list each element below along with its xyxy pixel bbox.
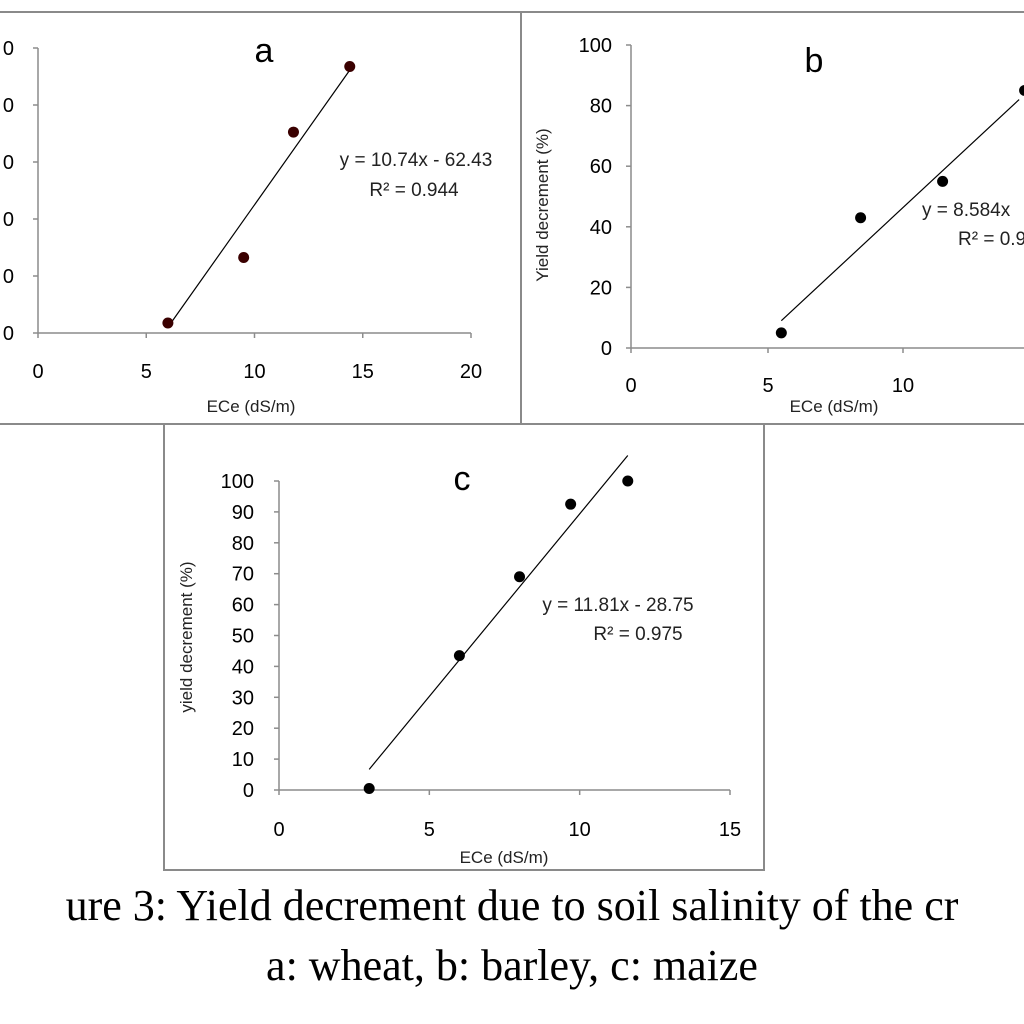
- x-tick-label: 0: [32, 361, 43, 383]
- chart-frame: [163, 423, 765, 871]
- y-tick-label: 50: [232, 626, 254, 648]
- x-axis-title: ECe (dS/m): [207, 397, 296, 416]
- y-tick-label: 60: [590, 156, 612, 178]
- data-point: [622, 475, 634, 487]
- r-squared-label: R² = 0.975: [593, 624, 682, 645]
- data-point: [238, 251, 250, 263]
- x-tick-label: 20: [460, 361, 482, 383]
- x-tick-label: 0: [625, 375, 636, 397]
- x-axis-title: ECe (dS/m): [790, 397, 879, 416]
- y-tick-label: 0: [601, 338, 612, 360]
- y-tick-label: 20: [232, 718, 254, 740]
- y-tick-label: 0: [3, 95, 14, 117]
- trendline: [167, 69, 351, 328]
- y-tick-label: 0: [3, 266, 14, 288]
- y-tick-label: 0: [3, 209, 14, 231]
- x-tick-label: 10: [569, 819, 591, 841]
- x-tick-label: 10: [243, 361, 265, 383]
- r-squared-label: R² = 0.9: [958, 229, 1024, 250]
- data-point: [855, 212, 867, 224]
- y-tick-label: 10: [232, 749, 254, 771]
- data-point: [453, 650, 465, 662]
- chart-frame: [520, 11, 1024, 425]
- data-point: [937, 175, 949, 187]
- data-point: [514, 571, 526, 583]
- trendline-equation: y = 8.584x: [922, 200, 1011, 221]
- r-squared-label: R² = 0.944: [369, 180, 459, 201]
- x-tick-label: 15: [719, 819, 741, 841]
- trendline-equation: y = 10.74x - 62.43: [340, 150, 493, 171]
- trendline-equation: y = 11.81x - 28.75: [542, 595, 693, 616]
- data-point: [565, 498, 577, 510]
- y-tick-label: 70: [232, 564, 254, 586]
- y-tick-label: 40: [590, 217, 612, 239]
- figure-caption-line-2: a: wheat, b: barley, c: maize: [266, 941, 758, 990]
- y-tick-label: 20: [590, 277, 612, 299]
- x-tick-label: 5: [141, 361, 152, 383]
- y-tick-label: 40: [232, 656, 254, 678]
- y-tick-label: 0: [3, 38, 14, 60]
- x-tick-label: 5: [424, 819, 435, 841]
- y-tick-label: 100: [579, 35, 612, 57]
- y-tick-label: 80: [232, 533, 254, 555]
- panel-label: c: [454, 460, 471, 498]
- x-tick-label: 5: [762, 375, 773, 397]
- x-axis-title: ECe (dS/m): [460, 848, 549, 867]
- data-point: [287, 126, 299, 138]
- y-tick-label: 0: [3, 323, 14, 345]
- y-tick-label: 0: [3, 152, 14, 174]
- y-axis-title: yield decrement (%): [177, 561, 196, 712]
- trendline: [368, 455, 629, 770]
- data-point: [775, 327, 787, 339]
- chart-panel-b: 05101020406080100ECe (dS/m)Yield decreme…: [520, 11, 1024, 425]
- y-tick-label: 100: [221, 471, 254, 493]
- y-tick-label: 30: [232, 687, 254, 709]
- trendline: [780, 99, 1020, 322]
- panel-label: b: [805, 42, 824, 80]
- data-point: [363, 782, 375, 794]
- x-tick-label: 15: [352, 361, 374, 383]
- chart-panel-c: 0 5 10 15 0 10 20 30 40 50 60 70 80 90 100 ECe (dS/m) yi…: [163, 423, 765, 871]
- y-tick-label: 80: [590, 96, 612, 118]
- panel-label: a: [255, 32, 274, 70]
- data-point: [162, 317, 174, 329]
- y-tick-label: 0: [243, 780, 254, 802]
- y-tick-label: 90: [232, 502, 254, 524]
- figure-caption-line-1: ure 3: Yield decrement due to soil salin…: [65, 881, 959, 930]
- y-axis-title: Yield decrement (%): [533, 128, 552, 281]
- x-tick-label: 0: [273, 819, 284, 841]
- y-tick-label: 60: [232, 595, 254, 617]
- x-tick-label: 10: [892, 375, 914, 397]
- data-point: [344, 61, 356, 73]
- data-point: [1019, 84, 1024, 96]
